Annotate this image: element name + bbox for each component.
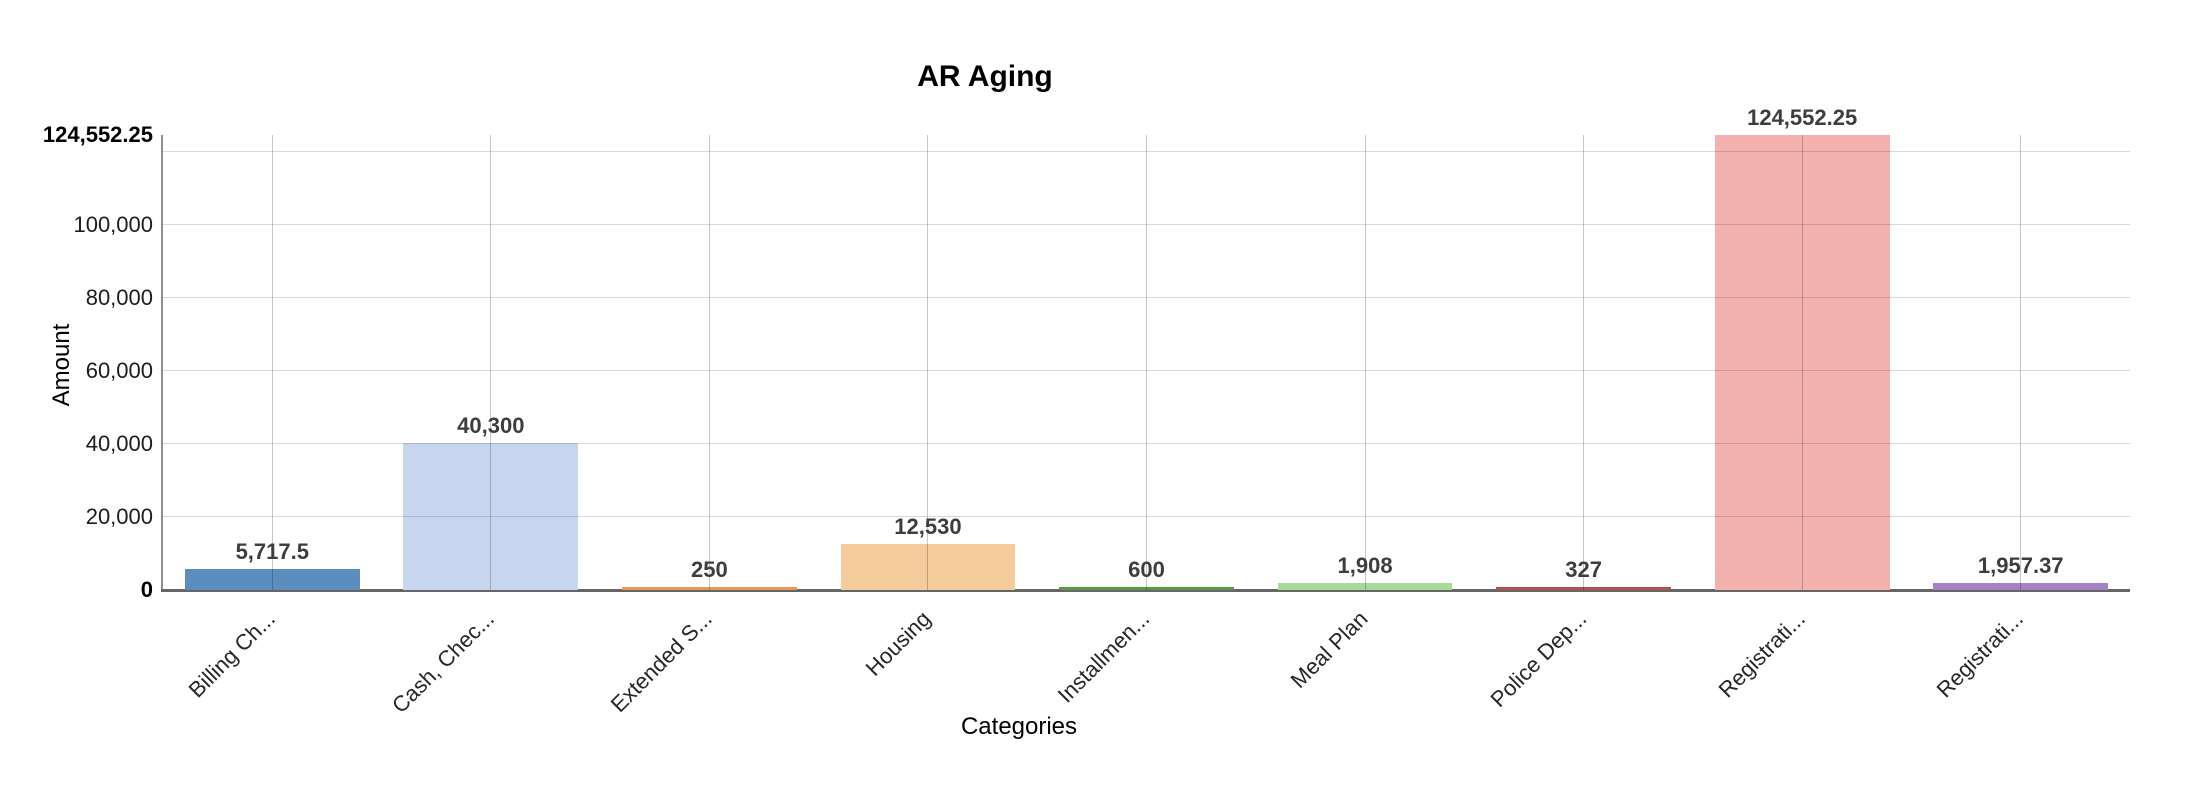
bar-2[interactable] xyxy=(621,587,797,590)
y-tick-label: 60,000 xyxy=(85,357,153,383)
bar-7[interactable] xyxy=(1714,135,1890,590)
v-gridline xyxy=(490,135,492,590)
chart-title: AR Aging xyxy=(917,60,1053,93)
v-gridline xyxy=(1364,135,1366,590)
v-gridline xyxy=(708,135,710,590)
x-category-label: Registrati... xyxy=(1713,606,1810,703)
h-gridline xyxy=(163,370,2130,372)
bar-8[interactable] xyxy=(1933,582,2109,590)
bar-1[interactable] xyxy=(403,442,579,590)
x-category-label: Billing Ch... xyxy=(183,606,280,703)
h-gridline xyxy=(163,443,2130,445)
x-axis-line xyxy=(161,589,2130,592)
bar-value-label: 250 xyxy=(691,557,728,582)
x-category-label: Meal Plan xyxy=(1285,606,1373,693)
bar-value-label: 1,908 xyxy=(1337,553,1393,579)
h-gridline xyxy=(163,297,2130,299)
x-category-label: Registrati... xyxy=(1932,606,2029,703)
bar-value-label: 1,957.37 xyxy=(1977,552,2064,578)
x-category-label: Extended S... xyxy=(605,606,718,718)
bar-value-label: 5,717.5 xyxy=(235,539,309,565)
bar-value-label: 327 xyxy=(1565,557,1602,582)
x-category-label: Housing xyxy=(860,606,936,681)
h-gridline xyxy=(163,224,2130,226)
v-gridline xyxy=(2020,135,2022,590)
y-tick-label: 0 xyxy=(140,577,153,602)
y-axis-ticks: 0 20,000 40,000 60,000 80,000 100,000 124,552.… xyxy=(0,124,153,601)
h-gridline xyxy=(163,151,2130,153)
bar-6[interactable] xyxy=(1496,587,1672,590)
v-gridline xyxy=(1801,135,1803,590)
bar-4[interactable] xyxy=(1059,587,1234,590)
v-gridline xyxy=(927,135,929,590)
y-axis-line xyxy=(161,135,163,590)
y-tick-label: 40,000 xyxy=(85,430,153,456)
v-gridline xyxy=(1146,135,1147,590)
x-axis-labels: Billing Ch... Cash, Chec... Extended S... H… xyxy=(163,596,2130,726)
plot-area: 5,717.5 40,300 250 12,530 600 1,908 327 124,552… xyxy=(161,106,2130,592)
bar-3[interactable] xyxy=(840,544,1016,590)
x-category-label: Installmen... xyxy=(1052,606,1155,708)
bar-value-label: 12,530 xyxy=(894,514,962,540)
bar-5[interactable] xyxy=(1277,583,1453,590)
y-tick-label: 20,000 xyxy=(85,503,153,529)
bar-value-label: 600 xyxy=(1128,557,1165,582)
bar-value-label: 40,300 xyxy=(457,412,525,438)
v-gridline xyxy=(1583,135,1585,590)
y-tick-label: 80,000 xyxy=(85,284,153,310)
x-axis-title: Categories xyxy=(960,713,1078,740)
h-gridline xyxy=(163,516,2130,518)
v-gridline xyxy=(271,135,273,590)
y-tick-label: 100,000 xyxy=(73,211,153,237)
x-category-label: Police Dep... xyxy=(1485,606,1592,712)
bar-0[interactable] xyxy=(184,569,360,590)
y-tick-label: 124,552.25 xyxy=(42,122,153,147)
bar-value-label: 124,552.25 xyxy=(1747,105,1858,130)
x-category-label: Cash, Chec... xyxy=(386,606,499,718)
